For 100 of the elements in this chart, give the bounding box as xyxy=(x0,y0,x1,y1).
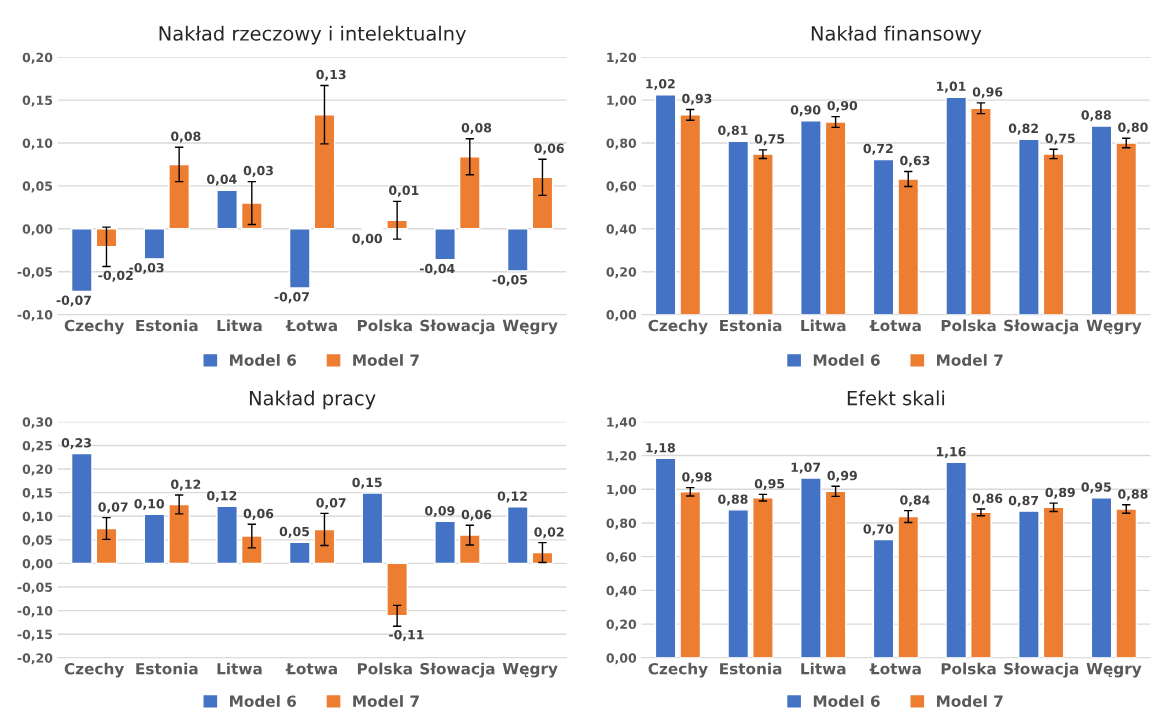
bar xyxy=(800,477,822,658)
data-label: 0,86 xyxy=(972,493,1003,505)
x-tick-label: Czechy xyxy=(648,319,708,335)
bar xyxy=(970,511,992,658)
bar xyxy=(216,189,238,230)
bar xyxy=(654,94,677,315)
legend-label: Model 7 xyxy=(937,354,1003,366)
y-tick-label: 0,00 xyxy=(22,558,53,570)
data-label: 0,05 xyxy=(279,526,310,538)
y-tick-label: 0,20 xyxy=(606,267,637,279)
x-tick-label: Polska xyxy=(357,319,412,332)
legend-label: Model 7 xyxy=(937,695,1003,707)
y-tick-label: -0,10 xyxy=(17,606,53,618)
y-tick-label: 0,00 xyxy=(606,310,637,322)
bar xyxy=(70,452,93,565)
bar xyxy=(897,515,920,658)
data-label: 1,01 xyxy=(936,81,966,93)
data-label: 0,10 xyxy=(134,498,165,510)
bar xyxy=(168,503,191,565)
bar xyxy=(506,506,529,565)
data-label: 0,72 xyxy=(863,143,893,155)
y-tick-label: 0,60 xyxy=(606,552,637,564)
bar xyxy=(727,140,750,315)
bar xyxy=(872,538,895,658)
data-label: 0,15 xyxy=(352,477,382,489)
x-tick-label: Litwa xyxy=(801,662,846,675)
data-label: 0,12 xyxy=(171,479,201,491)
bar xyxy=(1090,125,1113,315)
bar xyxy=(1042,506,1065,658)
bar xyxy=(288,228,311,289)
data-label: 0,93 xyxy=(682,93,712,105)
chart-title: Nakład rzeczowy i intelektualny xyxy=(159,25,466,45)
y-tick-label: 0,20 xyxy=(22,52,53,64)
data-label: 0,96 xyxy=(972,87,1003,99)
bar xyxy=(945,461,968,658)
bar xyxy=(945,96,968,315)
y-tick-label: -0,05 xyxy=(17,267,53,279)
data-label: 0,13 xyxy=(316,69,346,81)
bar xyxy=(1042,153,1065,315)
data-label: 0,88 xyxy=(1118,489,1148,501)
bar xyxy=(95,228,118,248)
data-label: 0,90 xyxy=(827,100,858,112)
data-label: 0,08 xyxy=(461,122,492,135)
x-tick-label: Estonia xyxy=(136,319,198,332)
legend-label: Model 7 xyxy=(353,695,419,707)
x-tick-label: Łotwa xyxy=(869,663,921,675)
bar xyxy=(679,114,702,315)
y-tick-label: 0,10 xyxy=(22,511,53,523)
x-tick-label: Estonia xyxy=(720,662,782,675)
x-tick-label: Łotwa xyxy=(285,319,337,332)
data-label: 0,87 xyxy=(1008,495,1039,507)
bar xyxy=(458,534,481,565)
data-label: -0,07 xyxy=(56,295,91,307)
y-tick-label: -0,05 xyxy=(17,582,53,594)
x-tick-label: Węgry xyxy=(502,319,558,335)
y-tick-label: 0,60 xyxy=(606,181,637,193)
data-label: 0,63 xyxy=(900,155,930,167)
data-label: 0,00 xyxy=(352,233,383,245)
x-tick-label: Estonia xyxy=(136,662,198,675)
bar xyxy=(1115,508,1138,658)
data-label: 0,07 xyxy=(98,502,128,514)
x-tick-label: Czechy xyxy=(64,662,125,678)
data-label: 0,89 xyxy=(1045,487,1075,499)
bar xyxy=(752,496,774,658)
data-label: 1,16 xyxy=(936,446,966,458)
x-tick-label: Polska xyxy=(357,662,412,675)
y-tick-label: -0,20 xyxy=(17,653,53,665)
bar xyxy=(531,551,554,565)
y-tick-label: 0,00 xyxy=(606,653,637,665)
data-label: 0,82 xyxy=(1008,123,1038,135)
data-label: 0,04 xyxy=(207,174,237,186)
bar xyxy=(679,491,702,658)
y-tick-label: 0,15 xyxy=(22,95,53,107)
bar xyxy=(800,120,822,315)
x-tick-label: Słowacja xyxy=(420,319,495,335)
data-label: 1,18 xyxy=(646,443,675,455)
data-label: 0,07 xyxy=(316,497,346,510)
x-tick-label: Czechy xyxy=(648,662,708,678)
data-label: 0,98 xyxy=(682,472,712,484)
x-tick-label: Łotwa xyxy=(869,319,921,332)
data-label: 0,06 xyxy=(461,509,492,521)
data-label: -0,11 xyxy=(389,629,424,641)
x-tick-label: Węgry xyxy=(1086,663,1142,678)
data-label: 0,70 xyxy=(863,524,894,536)
bar xyxy=(1018,510,1040,658)
bar xyxy=(70,228,93,293)
bar xyxy=(752,153,774,315)
data-label: -0,04 xyxy=(419,263,455,275)
y-tick-label: 0,40 xyxy=(606,585,637,597)
data-label: 0,95 xyxy=(1081,482,1111,494)
x-tick-label: Litwa xyxy=(217,662,262,675)
bar xyxy=(531,176,554,230)
legend-label: Model 6 xyxy=(813,354,880,366)
data-label: 0,02 xyxy=(534,527,564,539)
y-tick-label: -0,15 xyxy=(17,629,53,641)
bar xyxy=(216,505,238,565)
data-label: 0,88 xyxy=(1081,110,1111,122)
data-label: 0,75 xyxy=(1045,133,1075,145)
data-label: 0,84 xyxy=(900,495,930,507)
y-tick-label: 1,00 xyxy=(607,95,637,107)
